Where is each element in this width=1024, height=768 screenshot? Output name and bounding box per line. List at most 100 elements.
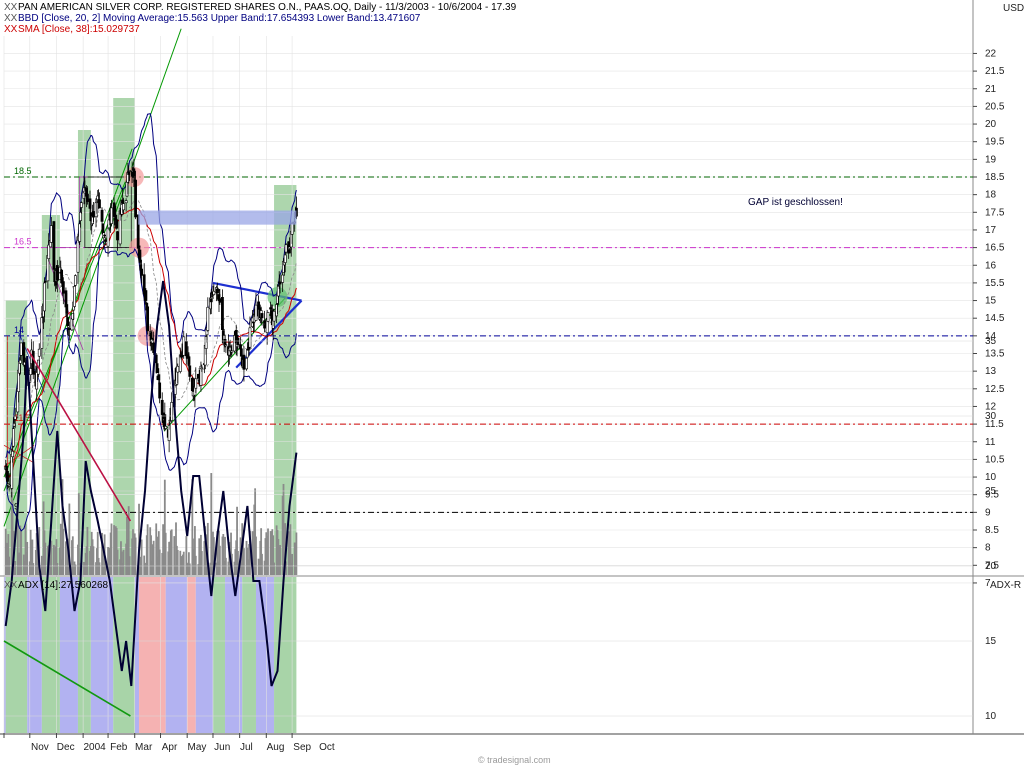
level-label: 16.5 (14, 237, 32, 247)
volume-bar (182, 551, 185, 575)
adx-zone (225, 577, 243, 733)
candle-body (230, 350, 234, 353)
candle-body (106, 227, 110, 247)
bollinger-bands (5, 113, 297, 532)
volume-bar (222, 534, 225, 575)
candle-body (204, 336, 208, 349)
price-tick-label: 21 (985, 84, 997, 95)
volume-bar (272, 535, 275, 575)
x-tick-label: Nov (31, 742, 49, 753)
candle-body (29, 368, 33, 376)
volume-bar (146, 524, 149, 575)
candle-body (221, 297, 224, 331)
candle-body (37, 348, 41, 357)
candle-body (245, 349, 249, 358)
adx-resistance (26, 348, 132, 522)
candle-body (266, 312, 270, 322)
adx-zone (187, 577, 196, 733)
candle-body (92, 211, 95, 218)
price-tick-label: 17.5 (985, 207, 1005, 218)
x-tick-label: 2004 (83, 742, 106, 753)
volume-bar (273, 562, 275, 575)
price-unit-label: USD (1003, 3, 1024, 14)
candle-body (242, 354, 246, 370)
adx-zone (274, 577, 297, 733)
volume-bar (176, 549, 179, 575)
price-tick-label: 10 (985, 472, 997, 483)
candle-body (13, 416, 17, 420)
volume-bar (62, 528, 65, 575)
volume-bar (7, 534, 10, 575)
candle-body (122, 203, 125, 211)
volume-bar (198, 538, 201, 575)
volume-bar (212, 537, 215, 575)
candle-body (200, 367, 204, 370)
volume-bar (261, 553, 263, 575)
price-tick-label: 13.5 (985, 349, 1005, 360)
candle-body (103, 234, 107, 237)
volume-bars (4, 473, 298, 575)
adx-zone (59, 577, 78, 733)
x-tick-label: Dec (57, 742, 75, 753)
volume-bar (185, 536, 188, 575)
volume-bar (218, 545, 221, 575)
volume-bar (155, 523, 158, 575)
adx-zone (212, 577, 226, 733)
volume-bar (279, 545, 281, 575)
volume-bar (113, 525, 115, 575)
volume-bar (210, 473, 213, 575)
volume-bar (140, 539, 143, 575)
volume-bar (158, 549, 161, 575)
candle-body (5, 465, 8, 471)
candle-body (212, 290, 216, 295)
candle-body (116, 231, 119, 241)
price-tick-label: 9 (985, 507, 991, 518)
adx-support (3, 640, 131, 717)
x-tick-label: Jul (240, 742, 253, 753)
volume-bar (152, 540, 155, 575)
volume-bar (255, 536, 257, 575)
candle-body (281, 274, 285, 283)
candle-body (78, 223, 82, 242)
candle-body (52, 221, 56, 270)
candle-body (55, 265, 59, 281)
x-tick-label: Aug (267, 742, 285, 753)
price-tick-label: 14 (985, 331, 997, 342)
candle-body (61, 281, 65, 294)
candle-body (79, 212, 82, 221)
volume-bar (164, 532, 167, 575)
gap-box (138, 210, 297, 225)
adx-zone (242, 577, 256, 733)
candle-body (140, 268, 144, 276)
candle-body (137, 245, 141, 248)
adx-zone (134, 577, 140, 733)
candle-body (144, 290, 148, 301)
candle-body (272, 311, 276, 322)
price-tick-label: 17 (985, 225, 997, 236)
volume-bar (16, 490, 19, 575)
red-wedge-1 (3, 444, 35, 464)
price-tick-label: 20.5 (985, 101, 1005, 112)
volume-bar (92, 546, 95, 575)
adx-tick-label: 25 (985, 486, 997, 497)
candle-body (124, 200, 128, 204)
candle-body (199, 365, 203, 386)
channel-outer (3, 28, 182, 527)
candle-body (176, 365, 180, 373)
volume-bar (68, 503, 71, 575)
candle-body (182, 336, 186, 356)
volume-bar (61, 479, 64, 575)
volume-bar (65, 541, 67, 575)
price-tick-label: 18.5 (985, 172, 1005, 183)
x-tick-label: Oct (319, 742, 335, 753)
price-tick-label: 9.5 (985, 490, 999, 501)
volume-bar (26, 541, 29, 575)
price-tick-label: 12 (985, 401, 997, 412)
volume-bar (282, 483, 285, 575)
adx-tick-label: 10 (985, 711, 997, 722)
volume-bar (163, 479, 166, 575)
adx-unit-label: ADX-R (990, 580, 1021, 591)
price-tick-label: 16 (985, 260, 997, 271)
x-tick-label: Mar (135, 742, 153, 753)
